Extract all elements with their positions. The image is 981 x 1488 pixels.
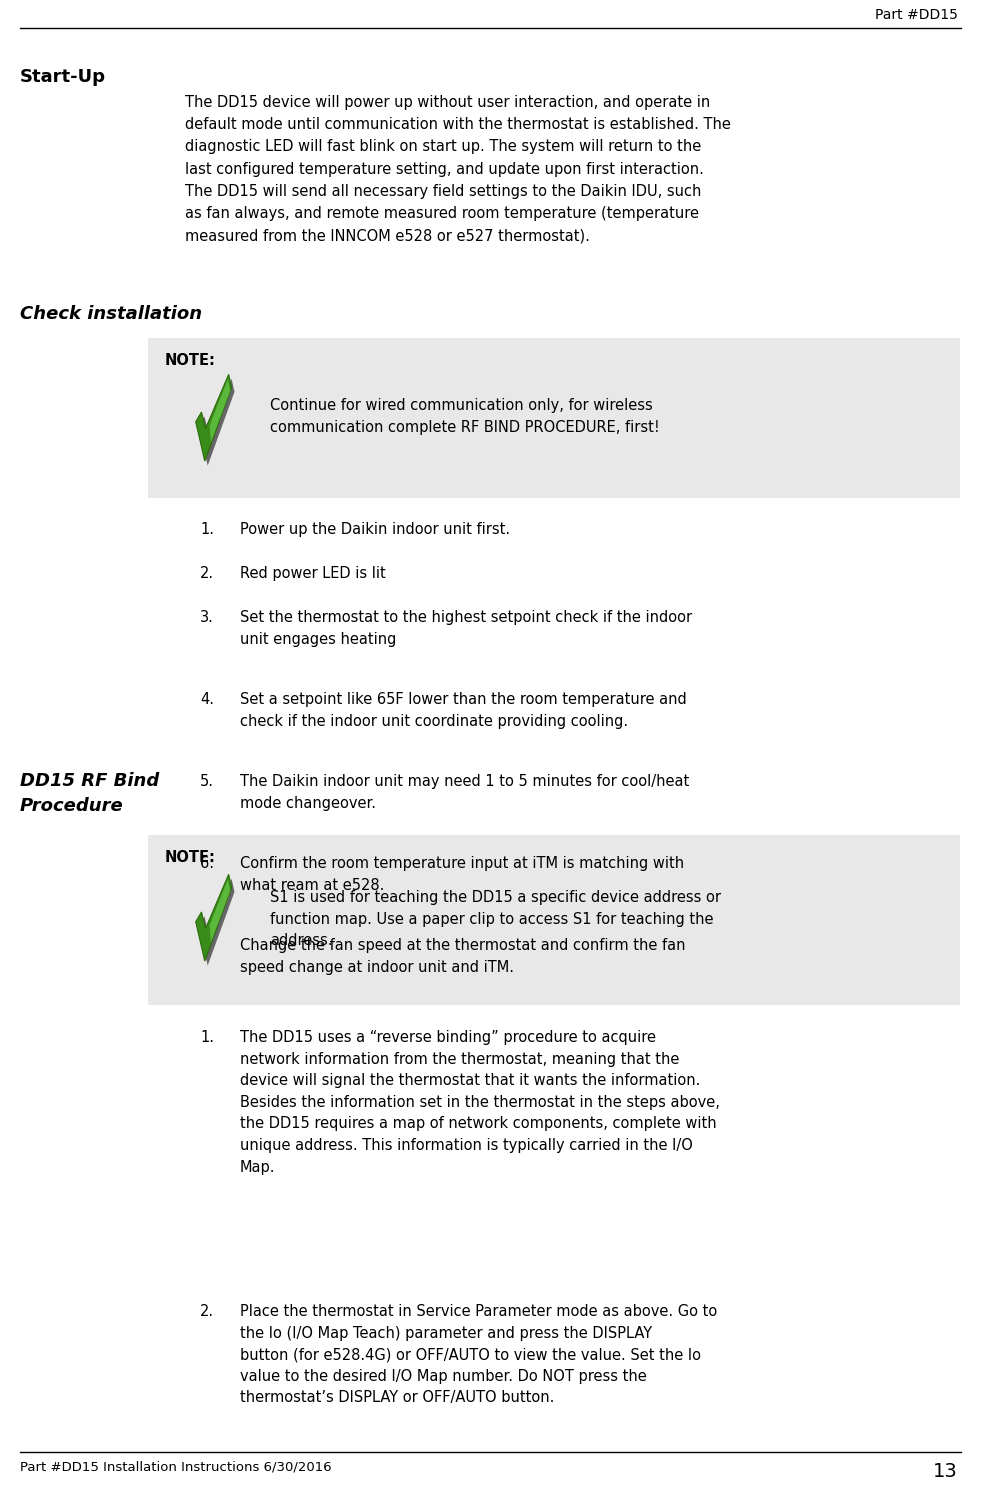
FancyBboxPatch shape xyxy=(148,338,960,498)
Text: Set the thermostat to the highest setpoint check if the indoor
unit engages heat: Set the thermostat to the highest setpoi… xyxy=(240,610,693,647)
Text: S1 is used for teaching the DD15 a specific device address or
function map. Use : S1 is used for teaching the DD15 a speci… xyxy=(270,890,721,948)
Text: The DD15 device will power up without user interaction, and operate in
default m: The DD15 device will power up without us… xyxy=(185,95,731,243)
Text: 2.: 2. xyxy=(200,1303,214,1318)
Polygon shape xyxy=(198,379,234,466)
Text: The DD15 uses a “reverse binding” procedure to acquire
network information from : The DD15 uses a “reverse binding” proced… xyxy=(240,1030,720,1174)
Text: Power up the Daikin indoor unit first.: Power up the Daikin indoor unit first. xyxy=(240,522,510,537)
Text: 2.: 2. xyxy=(200,565,214,580)
Polygon shape xyxy=(198,879,234,966)
Text: Change the fan speed at the thermostat and confirm the fan
speed change at indoo: Change the fan speed at the thermostat a… xyxy=(240,937,686,975)
Text: Red power LED is lit: Red power LED is lit xyxy=(240,565,386,580)
Text: 3.: 3. xyxy=(200,610,214,625)
Text: Confirm the room temperature input at iTM is matching with
what ream at e528.: Confirm the room temperature input at iT… xyxy=(240,856,684,893)
FancyBboxPatch shape xyxy=(148,835,960,1004)
Polygon shape xyxy=(210,879,231,942)
Text: 7.: 7. xyxy=(200,937,214,952)
Text: Procedure: Procedure xyxy=(20,798,124,815)
Text: 5.: 5. xyxy=(200,774,214,789)
Text: Continue for wired communication only, for wireless
communication complete RF BI: Continue for wired communication only, f… xyxy=(270,397,660,434)
Text: 4.: 4. xyxy=(200,692,214,707)
Text: 13: 13 xyxy=(933,1463,958,1481)
Text: Start-Up: Start-Up xyxy=(20,68,106,86)
Text: NOTE:: NOTE: xyxy=(165,850,216,865)
Text: 6.: 6. xyxy=(200,856,214,870)
Text: 1.: 1. xyxy=(200,522,214,537)
Text: DD15 RF Bind: DD15 RF Bind xyxy=(20,772,159,790)
Polygon shape xyxy=(195,875,232,961)
Text: Part #DD15: Part #DD15 xyxy=(875,7,958,22)
Text: Set a setpoint like 65F lower than the room temperature and
check if the indoor : Set a setpoint like 65F lower than the r… xyxy=(240,692,687,729)
Text: NOTE:: NOTE: xyxy=(165,353,216,368)
Polygon shape xyxy=(195,375,232,461)
Text: Check installation: Check installation xyxy=(20,305,202,323)
Polygon shape xyxy=(210,379,231,442)
Text: 1.: 1. xyxy=(200,1030,214,1045)
Text: The Daikin indoor unit may need 1 to 5 minutes for cool/heat
mode changeover.: The Daikin indoor unit may need 1 to 5 m… xyxy=(240,774,690,811)
Text: Place the thermostat in Service Parameter mode as above. Go to
the Io (I/O Map T: Place the thermostat in Service Paramete… xyxy=(240,1303,717,1405)
Text: Part #DD15 Installation Instructions 6/30/2016: Part #DD15 Installation Instructions 6/3… xyxy=(20,1460,332,1473)
